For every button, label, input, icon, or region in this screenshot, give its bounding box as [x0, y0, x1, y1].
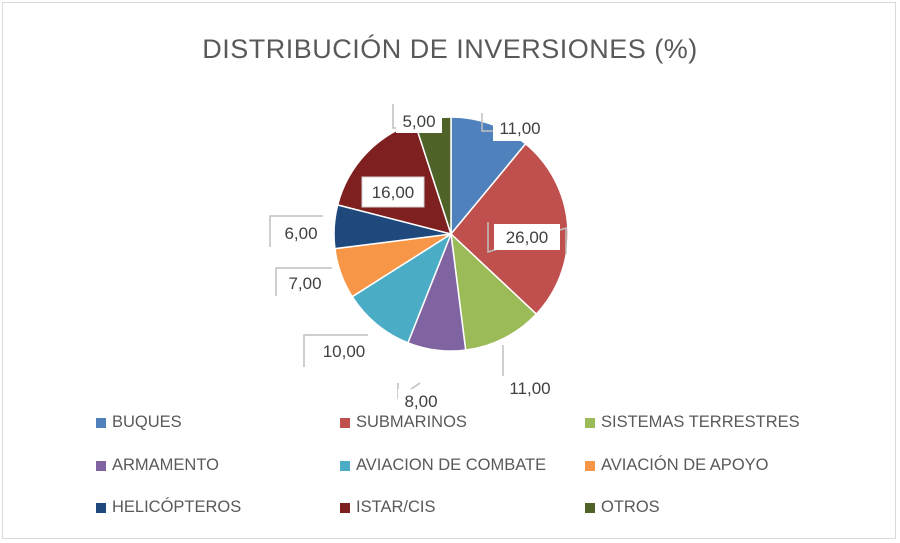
svg-text:6,00: 6,00: [284, 224, 317, 243]
legend-item-aviacion-de-combate: AVIACION DE COMBATE: [340, 456, 546, 475]
legend-item-buques: BUQUES: [96, 413, 182, 432]
legend-label: AVIACIÓN DE APOYO: [601, 456, 769, 474]
legend-swatch: [96, 417, 106, 428]
pie-slice-sistemas-terrestres: [449, 232, 538, 351]
leader-line-aviacion-de-apoyo: [275, 267, 332, 296]
legend-label: SUBMARINOS: [356, 413, 467, 431]
svg-text:11,00: 11,00: [509, 379, 550, 398]
pie-slice-aviacion-de-combate: [351, 232, 453, 344]
svg-text:8,00: 8,00: [404, 392, 437, 411]
legend-swatch: [96, 502, 106, 513]
legend-item-aviacion-de-apoyo: AVIACIÓN DE APOYO: [585, 456, 769, 475]
legend-item-istar-cis: ISTAR/CIS: [340, 498, 435, 517]
legend-item-sistemas-terrestres: SISTEMAS TERRESTRES: [585, 413, 800, 432]
legend-item-submarinos: SUBMARINOS: [340, 413, 467, 432]
svg-text:26,00: 26,00: [506, 228, 549, 247]
pie-slice-buques: [450, 116, 527, 237]
svg-text:11,00: 11,00: [499, 119, 540, 138]
data-label-sistemas-terrestres: 11,00: [502, 376, 558, 400]
legend-label: SISTEMAS TERRESTRES: [601, 413, 800, 431]
legend-item-helicopteros: HELICÓPTEROS: [96, 498, 241, 517]
legend-item-armamento: ARMAMENTO: [96, 456, 219, 475]
legend-swatch: [585, 417, 595, 428]
data-label-submarinos: 26,00: [494, 224, 560, 250]
data-label-aviacion-de-combate: 10,00: [316, 339, 372, 363]
chart-title: DISTRIBUCIÓN DE INVERSIONES (%): [202, 34, 698, 64]
data-label-istar-cis: 16,00: [361, 176, 425, 208]
legend-label: AVIACION DE COMBATE: [356, 456, 547, 474]
data-label-helicopteros: 6,00: [278, 221, 324, 245]
leader-line-helicopteros: [269, 215, 323, 247]
legend-label: ISTAR/CIS: [356, 498, 436, 516]
svg-text:10,00: 10,00: [323, 342, 366, 361]
legend-swatch: [585, 502, 595, 513]
legend-swatch: [340, 460, 350, 471]
data-label-armamento: 8,00: [398, 389, 444, 413]
legend-item-otros: OTROS: [585, 498, 660, 517]
legend-label: HELICÓPTEROS: [112, 498, 242, 516]
svg-text:7,00: 7,00: [288, 274, 321, 293]
legend-swatch: [96, 460, 106, 471]
svg-text:16,00: 16,00: [372, 183, 415, 202]
legend-label: ARMAMENTO: [112, 456, 219, 474]
legend-label: BUQUES: [112, 413, 182, 431]
data-label-aviacion-de-apoyo: 7,00: [282, 271, 328, 295]
leader-line-aviacion-de-combate: [303, 334, 368, 367]
legend-swatch: [340, 417, 350, 428]
data-label-buques: 11,00: [493, 115, 547, 141]
legend-swatch: [340, 502, 350, 513]
legend-swatch: [585, 460, 595, 471]
legend-label: OTROS: [601, 498, 660, 516]
svg-text:5,00: 5,00: [402, 112, 435, 131]
leader-line-buques: [481, 113, 494, 132]
data-label-otros: 5,00: [396, 109, 442, 133]
